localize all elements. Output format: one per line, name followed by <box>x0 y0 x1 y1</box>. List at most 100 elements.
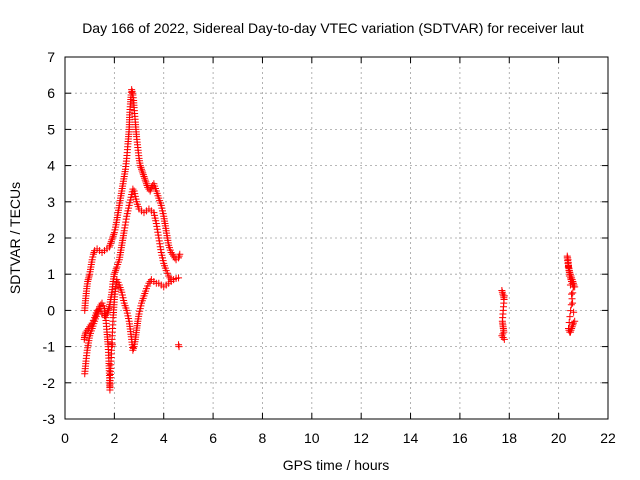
data-point-track-C <box>129 344 137 352</box>
data-point-track-C <box>129 346 137 354</box>
data-point-track-D <box>498 332 506 340</box>
x-tick-label: 8 <box>259 430 267 446</box>
data-point-track-A <box>146 187 154 195</box>
data-point-track-D <box>500 328 508 336</box>
data-point-isolated <box>175 343 183 351</box>
data-point-track-A <box>109 234 117 242</box>
data-point-track-A <box>90 248 98 256</box>
y-tick-label: 4 <box>47 158 55 174</box>
x-tick-label: 2 <box>110 430 118 446</box>
data-point-track-E <box>565 319 573 327</box>
data-point-track-A <box>140 172 148 180</box>
data-point-track-A <box>168 250 176 258</box>
data-point-track-A <box>139 171 147 179</box>
data-point-track-A <box>175 252 183 260</box>
data-point-track-E <box>569 289 577 297</box>
data-point-track-E <box>566 268 574 276</box>
data-point-track-E <box>568 325 576 332</box>
data-point-track-B <box>81 330 89 338</box>
x-tick-label: 16 <box>452 430 468 446</box>
data-point-track-E <box>568 295 576 303</box>
data-point-track-A <box>137 163 145 171</box>
data-point-track-B <box>112 267 120 275</box>
data-point-track-E <box>566 270 574 278</box>
data-point-track-E <box>569 321 577 329</box>
y-tick-label: 3 <box>47 194 55 210</box>
data-point-track-A <box>106 241 114 249</box>
x-tick-label: 14 <box>403 430 419 446</box>
data-point-track-B <box>110 270 118 278</box>
data-point-track-D <box>500 335 508 343</box>
data-point-track-A <box>141 176 149 184</box>
y-tick-label: 7 <box>47 49 55 65</box>
y-tick-label: -1 <box>43 339 56 355</box>
data-point-track-B <box>82 328 90 336</box>
y-tick-label: -3 <box>43 411 56 427</box>
data-point-track-A <box>147 185 155 193</box>
x-tick-label: 0 <box>61 430 69 446</box>
data-point-track-A <box>107 239 115 247</box>
data-point-track-A <box>105 243 113 251</box>
data-point-track-E <box>568 290 576 298</box>
data-point-track-E <box>570 281 578 289</box>
x-tick-label: 18 <box>501 430 517 446</box>
data-point-track-E <box>568 323 576 331</box>
x-tick-label: 20 <box>551 430 567 446</box>
data-point-track-E <box>566 313 574 321</box>
data-point-track-A <box>142 180 150 188</box>
data-point-track-E <box>568 274 576 282</box>
data-point-track-A <box>138 167 146 175</box>
data-point-track-C <box>145 279 153 287</box>
y-tick-label: -2 <box>43 375 56 391</box>
y-tick-label: 0 <box>47 302 55 318</box>
x-tick-label: 6 <box>209 430 217 446</box>
data-point-isolated <box>108 341 116 349</box>
x-tick-label: 22 <box>600 430 616 446</box>
data-point-track-A <box>142 178 150 186</box>
y-tick-label: 2 <box>47 230 55 246</box>
y-tick-label: 6 <box>47 85 55 101</box>
x-tick-label: 10 <box>304 430 320 446</box>
data-point-track-D <box>499 334 507 342</box>
y-tick-label: 1 <box>47 266 55 282</box>
data-point-track-C <box>175 274 183 282</box>
data-point-track-E <box>567 326 575 334</box>
data-point-track-E <box>567 272 575 280</box>
y-tick-label: 5 <box>47 121 55 137</box>
data-point-track-B <box>165 272 173 280</box>
data-point-track-A <box>176 250 184 258</box>
data-point-track-E <box>569 319 577 327</box>
data-point-track-B <box>129 185 137 193</box>
data-point-track-A <box>138 165 146 173</box>
y-axis-label: SDTVAR / TECUs <box>7 182 23 294</box>
data-point-track-B <box>111 268 119 276</box>
grid-lines <box>65 57 608 419</box>
data-points <box>80 86 579 394</box>
data-point-track-A <box>175 254 183 262</box>
data-point-track-A <box>109 232 117 240</box>
x-tick-label: 4 <box>160 430 168 446</box>
data-point-track-E <box>570 308 578 316</box>
data-point-track-C <box>96 303 104 311</box>
data-point-track-E <box>571 317 579 325</box>
data-point-track-A <box>141 174 149 182</box>
data-point-track-E <box>568 276 576 284</box>
data-point-track-B <box>166 274 174 282</box>
data-point-track-A <box>89 250 97 258</box>
data-point-track-A <box>167 248 175 256</box>
data-point-track-B <box>112 265 120 273</box>
x-axis-label: GPS time / hours <box>283 457 390 473</box>
data-point-track-B <box>83 326 91 334</box>
chart-title: Day 166 of 2022, Sidereal Day-to-day VTE… <box>82 20 584 36</box>
data-point-track-A <box>107 238 115 246</box>
data-point-track-A <box>147 183 155 191</box>
data-point-track-E <box>569 299 577 307</box>
data-point-track-E <box>571 283 579 291</box>
data-point-track-A <box>110 230 118 238</box>
data-point-track-E <box>567 301 575 309</box>
data-point-track-A <box>139 169 147 177</box>
x-tick-label: 12 <box>353 430 369 446</box>
data-point-track-A <box>108 236 116 244</box>
data-point-track-E <box>567 307 575 315</box>
